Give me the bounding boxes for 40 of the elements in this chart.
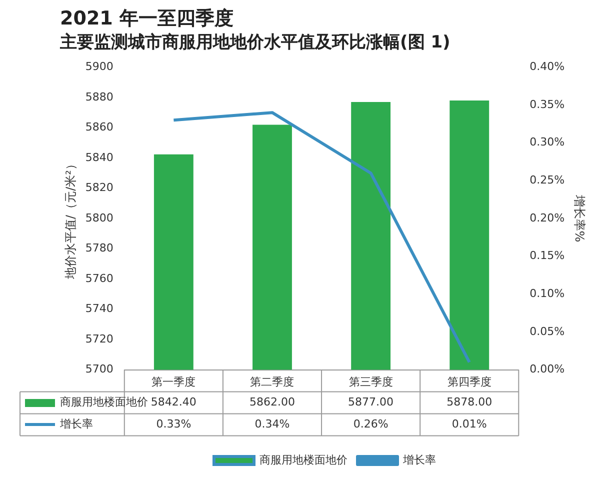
x-tick-label: 第三季度 <box>348 375 393 388</box>
x-tick-label: 第一季度 <box>152 375 196 388</box>
y2-tick-label: 0.10% <box>530 287 565 300</box>
chart-subtitle: 主要监测城市商服用地地价水平值及环比涨幅(图 1) <box>59 32 450 52</box>
y2-tick-label: 0.20% <box>530 211 565 224</box>
text: 增长率 <box>60 418 93 431</box>
y-tick-label: 5760 <box>85 272 114 285</box>
text: 商服用地楼面地价 <box>60 396 148 409</box>
y2-tick-label: 0.30% <box>530 136 565 149</box>
y-tick-label: 5880 <box>85 90 114 104</box>
data-label: 5877.00 <box>348 396 394 409</box>
data-label: 0.01% <box>452 418 487 431</box>
y-tick-label: 5800 <box>85 211 114 224</box>
y-tick-label: 5780 <box>85 242 114 255</box>
x-tick-label: 第二季度 <box>250 375 294 388</box>
x-tick-label: 第四季度 <box>447 375 492 388</box>
data-label: 0.33% <box>156 418 192 431</box>
y2-tick-label: 0.05% <box>530 324 565 338</box>
legend-label: 商服用地楼面地价 <box>260 453 348 466</box>
data-label: 5878.00 <box>446 396 492 409</box>
data-label: 0.26% <box>353 418 388 431</box>
legend-label: 增长率 <box>402 453 436 466</box>
y-tick-label: 5700 <box>85 362 114 376</box>
y-tick-label: 5740 <box>85 302 114 316</box>
data-label: 5862.00 <box>249 396 295 409</box>
y-tick-label: 5840 <box>85 150 114 164</box>
y2-tick-label: 0.40% <box>530 60 565 74</box>
y2-axis-title: 增长率% <box>572 194 587 242</box>
data-label: 0.34% <box>254 418 290 431</box>
y-tick-label: 5820 <box>85 181 114 194</box>
y-tick-label: 5720 <box>85 332 114 346</box>
y2-tick-label: 0.15% <box>530 249 565 262</box>
y-tick-label: 5900 <box>85 60 114 74</box>
y-tick-label: 5860 <box>85 120 114 134</box>
y2-tick-label: 0.00% <box>530 362 565 376</box>
data-label: 5842.40 <box>150 396 196 409</box>
y2-tick-label: 0.25% <box>530 174 565 187</box>
y-axis-title: 地价水平值/（元/米²） <box>63 158 78 280</box>
chart-title: 2021 年一至四季度 <box>60 7 234 30</box>
y2-tick-label: 0.35% <box>530 98 565 111</box>
